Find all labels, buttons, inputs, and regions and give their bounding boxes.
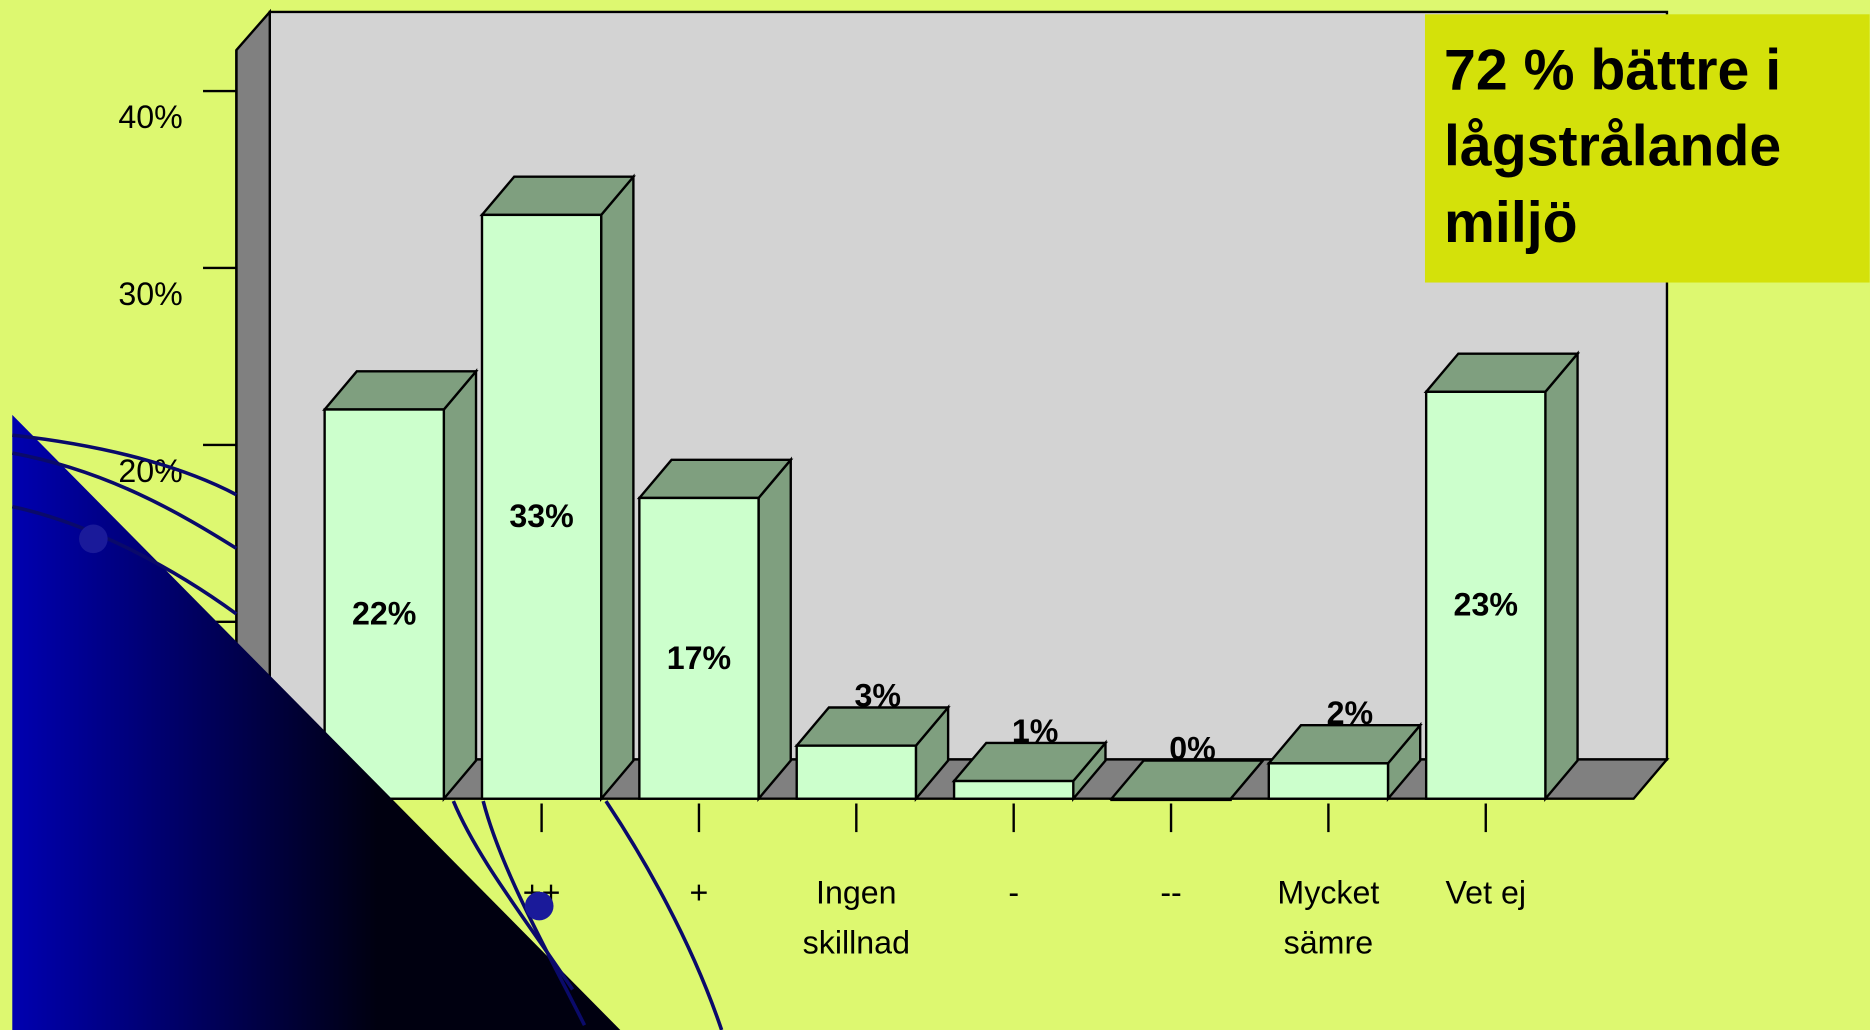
x-tick-label: + (689, 875, 709, 911)
bar (952, 779, 1075, 800)
x-tick-holder: Vet ej (1445, 875, 1527, 911)
bar-side (757, 456, 792, 802)
x-tick-label: Vet ej (1445, 875, 1527, 911)
annotation-box (1424, 14, 1870, 283)
value-label: 23% (1454, 587, 1518, 623)
y-tick-label: 40% (118, 99, 182, 135)
value-label: 22% (352, 596, 416, 632)
value-label: 17% (667, 640, 731, 676)
value-label: 1% (1012, 713, 1059, 749)
bar (1267, 762, 1390, 800)
value-label: 3% (855, 677, 901, 713)
x-tick-holder: - (1008, 875, 1020, 911)
x-tick-label: - (1008, 875, 1020, 911)
y-tick-label: 30% (118, 276, 182, 312)
decoration-curves (11, 433, 724, 1030)
value-label: 33% (509, 498, 573, 534)
x-tick-holder: Mycket sämre (1277, 875, 1380, 961)
decoration-dot (524, 891, 554, 921)
x-tick-label: -- (1160, 875, 1182, 911)
bar (1110, 797, 1232, 802)
bar-side (442, 368, 478, 802)
x-tick-label: Ingen skillnad (802, 875, 910, 961)
bars: 22% 33% 17% 3% 1% 0% 2% 23% (322, 173, 1581, 802)
value-label: 0% (1169, 731, 1216, 767)
bar (480, 213, 603, 800)
x-tick-holder: -- (1160, 875, 1182, 911)
x-tick-label: Mycket sämre (1277, 875, 1380, 961)
bar-side (600, 173, 635, 802)
bar (323, 408, 446, 800)
bar (638, 496, 760, 800)
bar (795, 744, 918, 800)
annotation-holder: 72 % bättre i lågstrålande miljö (1444, 39, 1782, 256)
x-tick-holder: + (689, 875, 709, 911)
x-tick-holder: Ingen skillnad (802, 875, 910, 961)
value-label: 2% (1327, 695, 1374, 731)
annotation: 72 % bättre i lågstrålande miljö (1444, 39, 1782, 256)
bar-side (1544, 350, 1579, 802)
decoration-dot (79, 524, 108, 554)
bar (1424, 390, 1547, 800)
y-tick-label: 20% (118, 453, 182, 489)
